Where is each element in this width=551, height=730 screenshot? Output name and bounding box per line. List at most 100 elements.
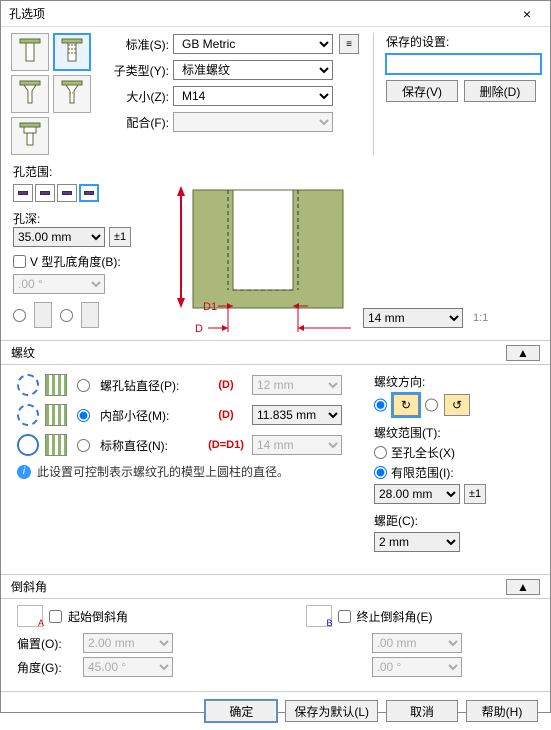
cancel-button[interactable]: 取消	[386, 700, 458, 722]
shape-icon-2	[81, 302, 99, 328]
depth-label: 孔深:	[13, 210, 163, 227]
end-chamfer-checkbox[interactable]	[338, 610, 351, 623]
info-text: 此设置可控制表示螺纹孔的模型上圆柱的直径。	[37, 463, 289, 480]
drill-stripe-icon	[45, 374, 67, 396]
standard-label: 标准(S):	[105, 36, 169, 53]
thread-dir-label: 螺纹方向:	[374, 373, 534, 390]
depth-select[interactable]: 35.00 mm	[13, 227, 105, 247]
end-chamfer-label: 终止倒斜角(E)	[357, 608, 433, 625]
limited-label: 有限范围(I):	[391, 464, 454, 481]
svg-text:D1: D1	[203, 301, 217, 313]
subtype-select[interactable]: 标准螺纹	[173, 60, 333, 80]
start-chamfer-label: 起始倒斜角	[68, 608, 128, 625]
hole-type-2[interactable]	[53, 33, 91, 71]
limited-pm-button[interactable]: ±1	[464, 484, 486, 504]
thread-range-label: 螺纹范围(T):	[374, 424, 534, 441]
saved-settings: 保存的设置: 保存(V) 删除(D)	[373, 33, 541, 155]
form-rows: 标准(S): GB Metric ≡ 子类型(Y): 标准螺纹 大小(Z): M…	[105, 33, 359, 155]
minor-label: 内部小径(M):	[100, 407, 200, 424]
hole-preview: D1 D	[173, 184, 353, 334]
vbottom-label: V 型孔底角度(B):	[30, 253, 121, 270]
dir-icon-1[interactable]: ↻	[393, 394, 419, 416]
hole-type-grid	[11, 33, 91, 155]
minor-circle-icon	[17, 404, 39, 426]
footer: 确定 保存为默认(L) 取消 帮助(H)	[1, 691, 550, 730]
minor-radio[interactable]	[77, 409, 90, 422]
extent-mode-icons	[13, 184, 163, 202]
vbottom-select: .00 °	[13, 274, 105, 294]
saved-label: 保存的设置:	[386, 33, 541, 50]
pitch-label: 螺距(C):	[374, 512, 534, 529]
extent-mode-1[interactable]	[13, 184, 33, 202]
close-icon[interactable]: ×	[512, 6, 542, 22]
standard-options-button[interactable]: ≡	[339, 34, 359, 54]
ok-button[interactable]: 确定	[205, 700, 277, 722]
window-title: 孔选项	[9, 5, 512, 22]
angle2-select: .00 °	[372, 657, 462, 677]
end-chamfer-icon	[306, 605, 332, 627]
thread-title: 螺纹	[11, 344, 506, 361]
d-scale: 1:1	[473, 312, 488, 324]
drill-select: 12 mm	[252, 375, 342, 395]
nominal-label: 标称直径(N):	[100, 437, 200, 454]
limited-select[interactable]: 28.00 mm	[374, 484, 460, 504]
minor-stripe-icon	[45, 404, 67, 426]
extent-mode-4[interactable]	[79, 184, 99, 202]
hole-type-1[interactable]	[11, 33, 49, 71]
drill-circle-icon	[17, 374, 39, 396]
angle-label: 角度(G):	[17, 659, 77, 676]
size-select[interactable]: M14	[173, 86, 333, 106]
minor-select[interactable]: 11.835 mm	[252, 405, 342, 425]
pitch-select[interactable]: 2 mm	[374, 532, 460, 552]
offset-label: 偏置(O):	[17, 635, 77, 652]
offset-select: 2.00 mm	[83, 633, 173, 653]
extent-label: 孔范围:	[13, 163, 550, 180]
titlebar: 孔选项 ×	[1, 1, 550, 27]
info-icon: i	[17, 465, 31, 479]
dir-radio-1[interactable]	[374, 394, 387, 416]
nominal-select: 14 mm	[252, 435, 342, 455]
extent-mode-3[interactable]	[57, 184, 77, 202]
hole-type-4[interactable]	[53, 75, 91, 113]
drill-radio[interactable]	[77, 379, 90, 392]
full-label: 至孔全长(X)	[391, 444, 455, 461]
save-default-button[interactable]: 保存为默认(L)	[285, 700, 378, 722]
d-select[interactable]: 14 mm	[363, 308, 463, 328]
chamfer-title: 倒斜角	[11, 578, 506, 595]
start-chamfer-icon	[17, 605, 43, 627]
thread-collapse-button[interactable]: ▲	[506, 345, 540, 361]
fit-select	[173, 112, 333, 132]
depth-pm-button[interactable]: ±1	[109, 227, 131, 247]
size-label: 大小(Z):	[105, 88, 169, 105]
hole-type-3[interactable]	[11, 75, 49, 113]
shape-radio-1[interactable]	[13, 309, 26, 322]
dir-radio-2[interactable]	[425, 394, 438, 416]
delete-button[interactable]: 删除(D)	[464, 80, 536, 102]
nominal-circle-icon	[17, 434, 39, 456]
preview-column: D1 D	[173, 184, 353, 334]
dir-icon-2[interactable]: ↺	[444, 394, 470, 416]
help-button[interactable]: 帮助(H)	[466, 700, 538, 722]
standard-select[interactable]: GB Metric	[173, 34, 333, 54]
start-chamfer-checkbox[interactable]	[49, 610, 62, 623]
extent-mode-2[interactable]	[35, 184, 55, 202]
shape-radio-2[interactable]	[60, 309, 73, 322]
saved-input[interactable]	[386, 54, 541, 74]
full-radio[interactable]	[374, 446, 387, 459]
drill-label: 螺孔钻直径(P):	[100, 377, 200, 394]
save-button[interactable]: 保存(V)	[386, 80, 458, 102]
thread-section-header: 螺纹 ▲	[1, 340, 550, 365]
fit-label: 配合(F):	[105, 114, 169, 131]
hole-type-5[interactable]	[11, 117, 49, 155]
limited-radio[interactable]	[374, 466, 387, 479]
svg-text:D: D	[195, 323, 203, 334]
minor-marker: (D)	[206, 409, 246, 421]
nominal-radio[interactable]	[77, 439, 90, 452]
chamfer-section-header: 倒斜角 ▲	[1, 574, 550, 599]
shape-icon-1	[34, 302, 52, 328]
angle-select: 45.00 °	[83, 657, 173, 677]
drill-marker: (D)	[206, 379, 246, 391]
chamfer-collapse-button[interactable]: ▲	[506, 579, 540, 595]
vbottom-checkbox[interactable]	[13, 255, 26, 268]
subtype-label: 子类型(Y):	[105, 62, 169, 79]
